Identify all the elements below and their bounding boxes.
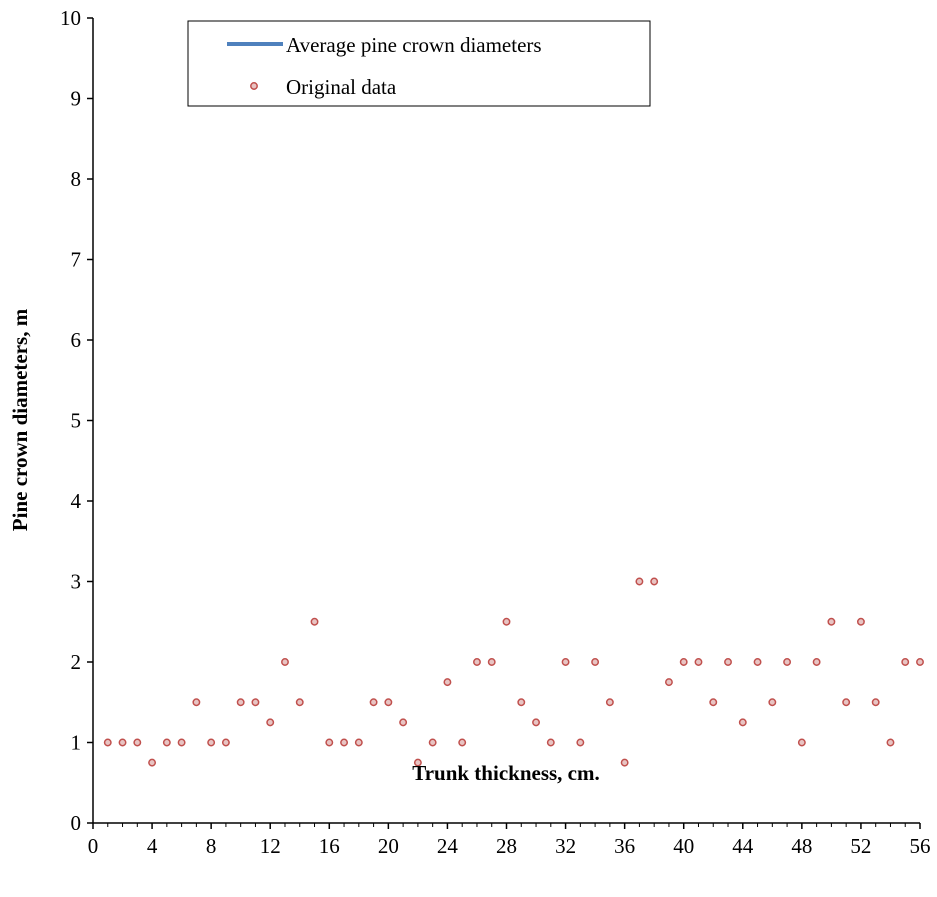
y-axis-title: Pine crown diameters, m	[8, 308, 32, 531]
data-point	[842, 698, 851, 707]
data-point	[886, 738, 895, 747]
x-tick-label: 28	[496, 834, 517, 858]
x-tick-label: 40	[673, 834, 694, 858]
data-point	[753, 658, 762, 666]
y-tick-label: 4	[71, 489, 82, 513]
data-point	[650, 577, 659, 586]
data-point	[517, 698, 526, 707]
data-point	[546, 738, 555, 747]
data-point	[251, 698, 260, 707]
data-point	[694, 658, 703, 666]
data-point	[901, 658, 910, 666]
x-tick-label: 44	[732, 834, 754, 858]
x-tick-label: 0	[88, 834, 99, 858]
y-tick-label: 7	[71, 248, 82, 272]
legend-label-average: Average pine crown diameters	[286, 33, 542, 57]
data-point	[266, 718, 275, 727]
y-ticks: 0 1 2 3 4 5 6 7 8 9 10	[60, 6, 93, 835]
data-point	[310, 617, 319, 626]
y-tick-label: 9	[71, 87, 82, 111]
data-point	[103, 738, 112, 747]
axes	[92, 18, 920, 824]
data-point	[709, 698, 718, 707]
data-point	[340, 738, 349, 747]
x-tick-label: 20	[378, 834, 399, 858]
data-point	[664, 678, 673, 687]
data-point	[428, 738, 437, 747]
data-point	[856, 617, 865, 626]
y-tick-label: 1	[71, 731, 82, 755]
data-point	[473, 658, 481, 666]
data-point	[812, 658, 821, 666]
data-point	[783, 658, 792, 666]
data-point	[133, 738, 142, 747]
x-tick-label: 4	[147, 834, 158, 858]
data-point	[236, 698, 245, 707]
data-point	[679, 658, 688, 666]
legend: Average pine crown diameters Original da…	[187, 20, 651, 107]
data-point	[561, 658, 570, 666]
data-point	[369, 698, 378, 707]
data-point	[118, 738, 127, 747]
x-axis-title: Trunk thickness, cm.	[412, 761, 599, 785]
data-point	[399, 718, 408, 727]
x-tick-label: 32	[555, 834, 576, 858]
data-point	[871, 698, 880, 707]
x-tick-label: 52	[850, 834, 871, 858]
y-tick-label: 10	[60, 6, 81, 30]
data-point	[724, 658, 732, 666]
data-point	[177, 738, 186, 747]
x-tick-label: 12	[260, 834, 281, 858]
data-point	[384, 698, 393, 707]
y-tick-label: 6	[71, 328, 82, 352]
data-point	[295, 698, 304, 707]
data-point	[221, 738, 230, 747]
data-point	[797, 738, 806, 747]
data-point	[162, 738, 171, 747]
x-ticks: 0 4 8 12 16 20 24 28 32 36 40 44 48 52 56	[88, 823, 931, 858]
y-tick-label: 3	[71, 570, 82, 594]
x-tick-label: 36	[614, 834, 635, 858]
data-point	[827, 617, 836, 626]
y-tick-label: 5	[71, 409, 82, 433]
data-point	[487, 658, 496, 666]
data-point	[738, 718, 747, 727]
legend-label-original: Original data	[286, 75, 397, 99]
data-point	[768, 698, 777, 707]
data-point	[502, 617, 511, 626]
data-point	[591, 658, 600, 666]
y-tick-label: 8	[71, 167, 82, 191]
data-points	[103, 577, 924, 767]
legend-box	[187, 20, 651, 107]
data-point	[532, 718, 540, 727]
y-tick-label: 0	[71, 811, 82, 835]
data-point	[443, 678, 452, 687]
data-point	[148, 758, 157, 767]
y-tick-label: 2	[71, 650, 82, 674]
x-tick-label: 48	[791, 834, 812, 858]
legend-marker-swatch	[250, 82, 258, 90]
data-point	[281, 658, 289, 666]
x-tick-label: 24	[437, 834, 459, 858]
x-tick-label: 8	[206, 834, 217, 858]
data-point	[635, 577, 644, 586]
x-tick-label: 16	[319, 834, 340, 858]
data-point	[192, 698, 201, 707]
data-point	[620, 758, 629, 767]
data-point	[458, 738, 467, 747]
data-point	[576, 738, 585, 747]
data-point	[354, 738, 363, 747]
data-point	[605, 698, 614, 707]
data-point	[413, 758, 422, 767]
data-point	[207, 738, 216, 747]
data-point	[916, 658, 924, 666]
x-tick-label: 56	[910, 834, 931, 858]
data-point	[325, 738, 334, 747]
